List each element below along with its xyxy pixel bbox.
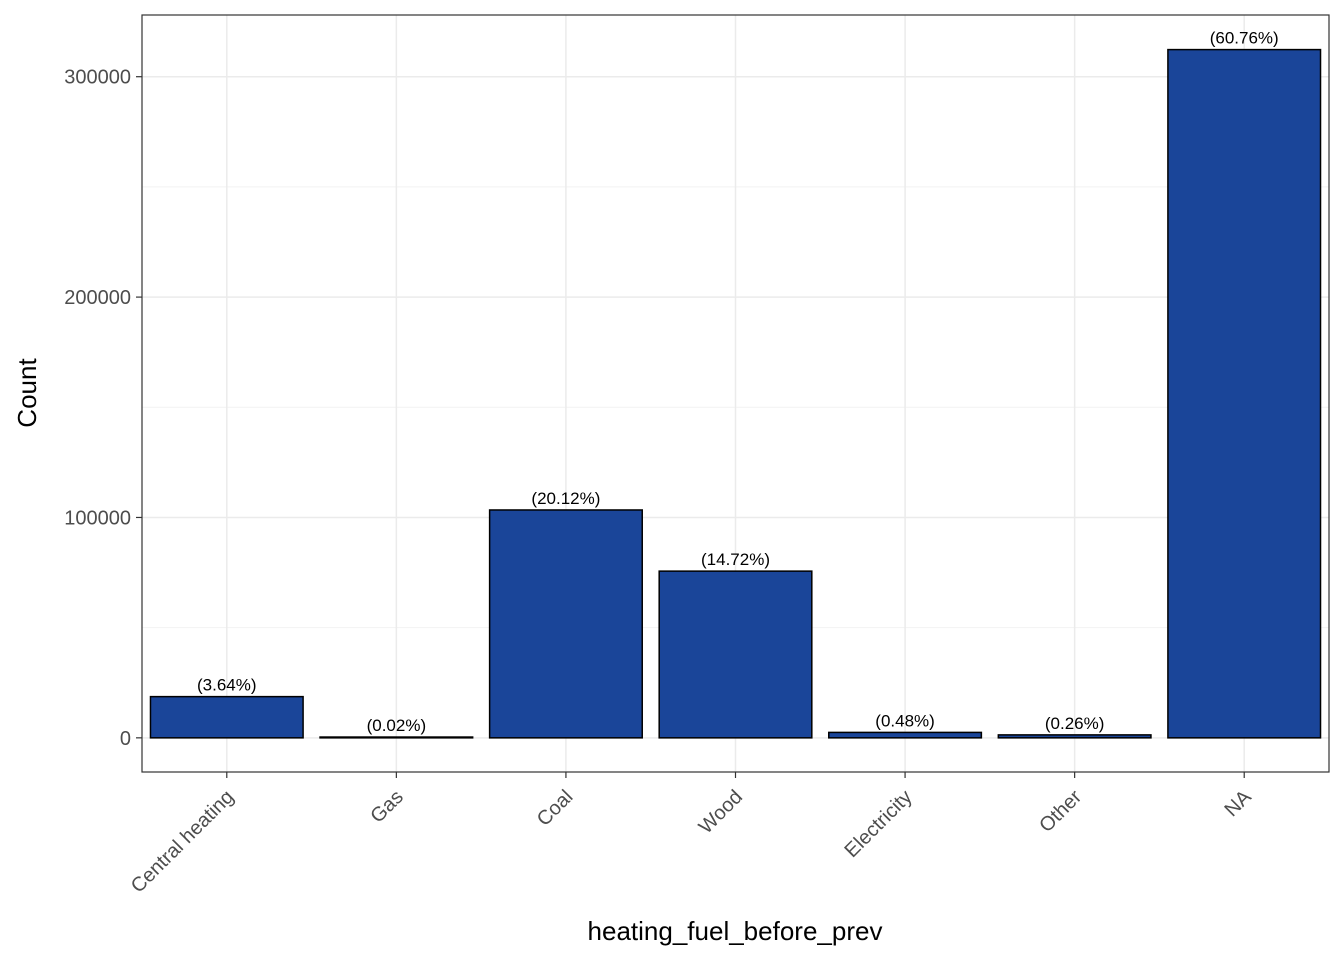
bar-na xyxy=(1167,48,1322,739)
y-tick-label: 200000 xyxy=(64,287,131,309)
x-tick-label: Gas xyxy=(366,786,407,827)
data-label: (60.76%) xyxy=(1210,29,1279,48)
bar-electricity xyxy=(828,731,983,739)
data-label: (14.72%) xyxy=(701,550,770,569)
data-label: (3.64%) xyxy=(197,676,257,695)
x-axis: Central heating Gas Coal Wood Electricity Oth… xyxy=(127,772,1256,897)
y-axis-title: Count xyxy=(12,358,42,428)
x-axis-title: heating_fuel_before_prev xyxy=(588,916,883,946)
data-label: (0.48%) xyxy=(875,711,935,730)
data-label: (0.26%) xyxy=(1045,714,1105,733)
data-label: (0.02%) xyxy=(367,716,427,735)
y-axis: 0 100000 200000 300000 xyxy=(64,67,142,750)
y-tick-label: 300000 xyxy=(64,67,131,89)
x-tick-label: Coal xyxy=(533,786,578,831)
bar-central-heating xyxy=(149,695,304,739)
x-tick-label: NA xyxy=(1221,786,1257,822)
x-tick-label: Wood xyxy=(695,786,747,838)
x-tick-label: Electricity xyxy=(841,786,917,862)
x-tick-label: Central heating xyxy=(127,786,238,897)
x-tick-label: Other xyxy=(1035,786,1086,837)
bar-coal xyxy=(488,509,643,739)
y-tick-label: 0 xyxy=(120,728,131,750)
y-tick-label: 100000 xyxy=(64,507,131,529)
bar-gas xyxy=(319,736,474,739)
bars xyxy=(149,48,1322,739)
data-labels: (3.64%) (0.02%) (20.12%) (14.72%) (0.48%) (0.… xyxy=(197,29,1279,735)
data-label: (20.12%) xyxy=(531,489,600,508)
bar-other xyxy=(997,734,1152,739)
bar-wood xyxy=(658,570,813,739)
